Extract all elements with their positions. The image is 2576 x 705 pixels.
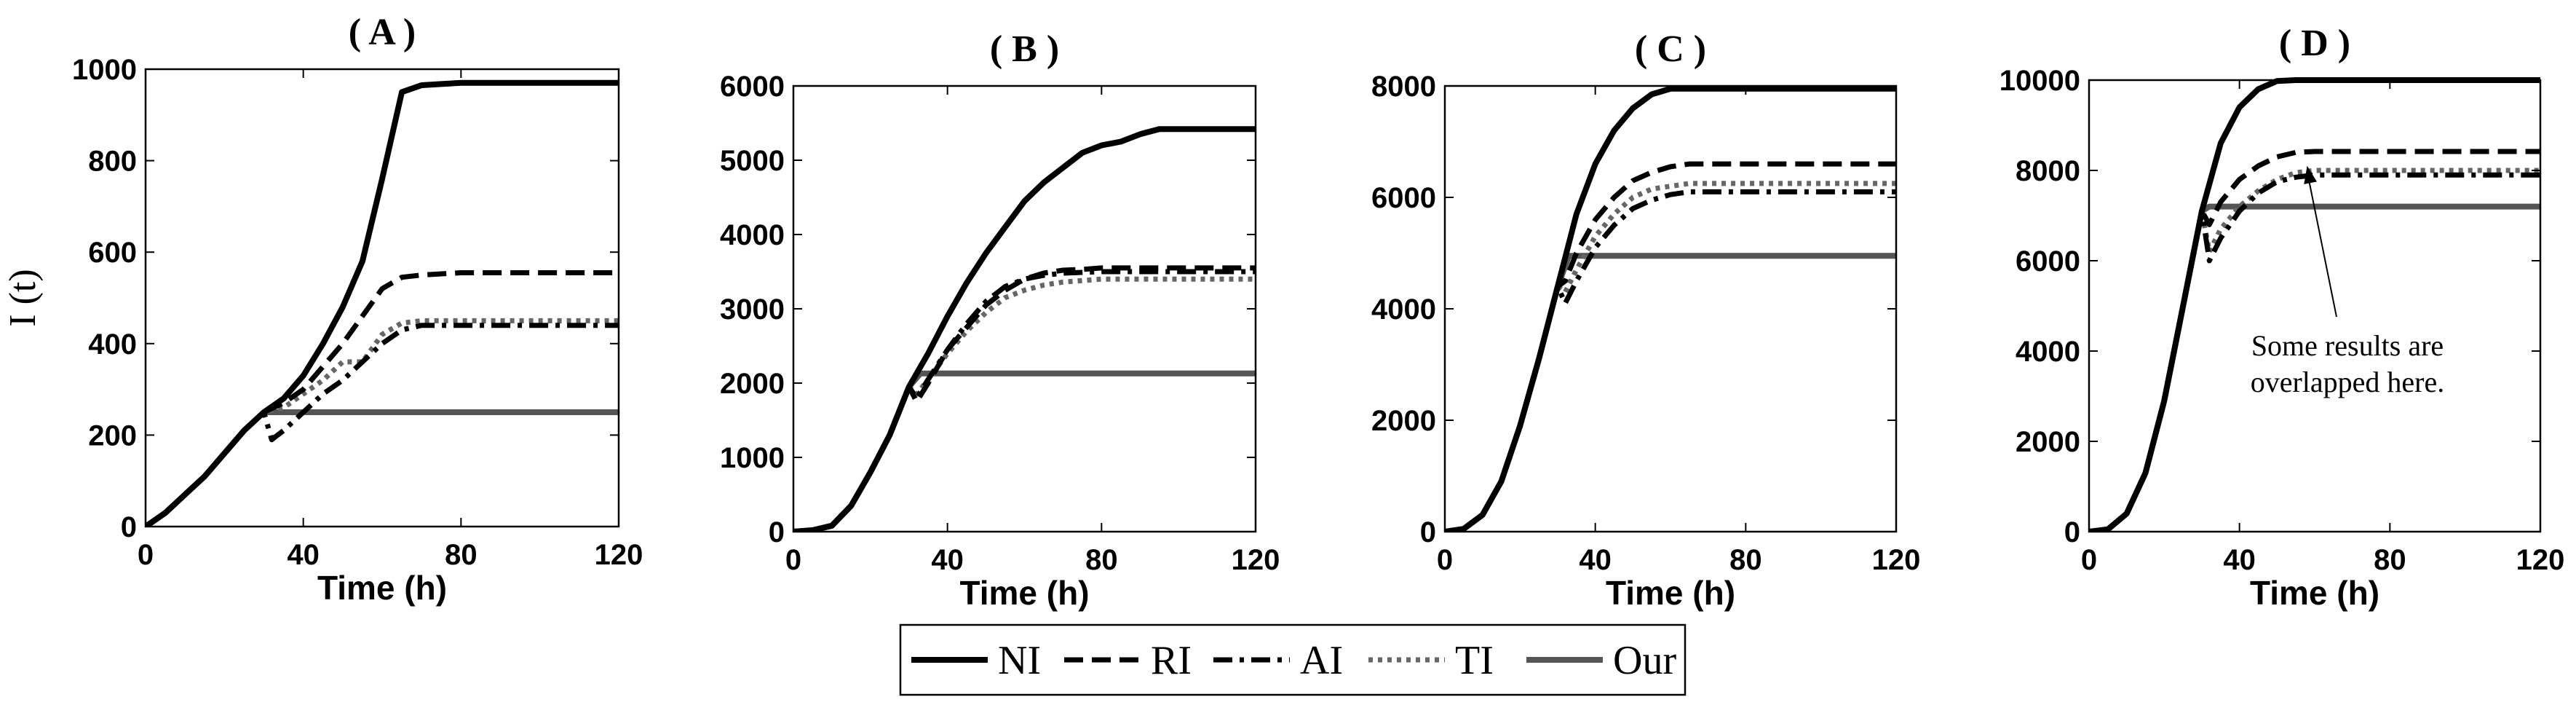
y-tick-label: 4000 [2016,336,2080,368]
panel-d: 0 40 80 120 0 2000 4000 6000 8000 10000 ( D ) Time … [2000,23,2565,612]
y-tick-label: 200 [88,420,137,452]
annotation-arrow [2306,171,2337,318]
series-group [793,126,1256,532]
x-tick-label: 0 [2081,544,2097,576]
y-tick-label: 2000 [720,368,785,400]
chart-title: ( A ) [349,12,416,53]
x-tick-label: 120 [1232,544,1280,576]
chart-title: ( B ) [990,28,1059,70]
y-tick-label: 5000 [720,145,785,177]
y-tick-label: 6000 [1371,182,1436,214]
series-group [1445,85,1896,532]
x-tick-label: 120 [1872,544,1921,576]
series-group [146,79,619,527]
chart-title: ( D ) [2279,23,2350,64]
y-tick-label: 600 [88,237,137,269]
series-line-ai [2089,172,2540,532]
y-tick-label: 8000 [2016,155,2080,187]
x-tick-label: 0 [138,539,154,571]
annotation-line: Some results are [2251,329,2444,362]
legend: NI RI AI TI Our [899,623,1687,696]
series-line-ni [1445,85,1896,532]
legend-label: NI [998,638,1041,683]
x-axis-label: Time (h) [959,574,1089,612]
y-tick-label: 4000 [1371,294,1436,326]
y-tick-label: 0 [769,516,785,548]
x-tick-label: 80 [445,539,477,571]
annotation-text: Some results are overlapped here. [2251,329,2445,398]
plot-area [793,86,1256,532]
y-tick-label: 8000 [1371,71,1436,103]
panel-a: 0 40 80 120 0 200 400 600 800 1000 ( A ) Time (h) I … [2,12,643,607]
x-tick-label: 120 [2516,544,2565,576]
x-axis-label: Time (h) [1606,574,1735,612]
y-tick-label: 400 [88,328,137,361]
annotation-arrowhead [2304,165,2317,184]
y-tick-label: 1000 [720,442,785,474]
series-line-ti [1445,181,1896,532]
legend-label: TI [1455,638,1494,683]
legend-label: Our [1613,638,1676,683]
x-tick-label: 80 [2374,544,2406,576]
series-line-ai [1445,189,1896,532]
y-tick-label: 4000 [720,219,785,251]
x-tick-label: 0 [1437,544,1453,576]
series-line-ti [146,318,619,527]
x-tick-label: 120 [595,539,643,571]
y-tick-label: 800 [88,146,137,178]
x-tick-label: 0 [785,544,801,576]
x-tick-label: 40 [2223,544,2256,576]
x-axis-label: Time (h) [2250,574,2379,612]
plot-frame [144,68,620,528]
y-tick-label: 6000 [2016,245,2080,277]
legend-label: AI [1300,638,1343,683]
plot-area [2089,80,2540,532]
y-tick-label: 0 [1420,516,1436,548]
y-tick-label: 0 [2064,516,2080,548]
y-tick-label: 3000 [720,294,785,326]
panel-c: 0 40 80 120 0 2000 4000 6000 8000 ( C ) Time (h) [1371,28,1920,612]
x-axis-label: Time (h) [317,569,447,607]
legend-label: RI [1151,638,1192,683]
plot-frame [2088,79,2542,533]
series-line-ri [146,270,619,527]
y-tick-label: 0 [121,511,137,543]
x-tick-label: 80 [1729,544,1762,576]
panel-b: 0 40 80 120 0 1000 2000 3000 4000 5000 6000 ( B ) Ti… [720,28,1280,612]
series-line-ni [793,126,1256,532]
plot-area [1445,86,1896,532]
chart-title: ( C ) [1635,28,1706,70]
plot-area [146,69,619,527]
y-axis-label: I (t) [2,269,44,326]
annotation-line: overlapped here. [2251,366,2445,398]
y-tick-label: 2000 [1371,405,1436,437]
y-tick-label: 2000 [2016,426,2080,458]
x-tick-label: 40 [1579,544,1612,576]
y-tick-label: 1000 [72,54,137,86]
x-tick-label: 40 [287,539,320,571]
x-tick-label: 80 [1085,544,1118,576]
series-line-ni [146,79,619,527]
y-tick-label: 10000 [2000,65,2080,97]
x-tick-label: 40 [931,544,964,576]
y-tick-label: 6000 [720,71,785,103]
series-line-ti [2089,168,2540,532]
